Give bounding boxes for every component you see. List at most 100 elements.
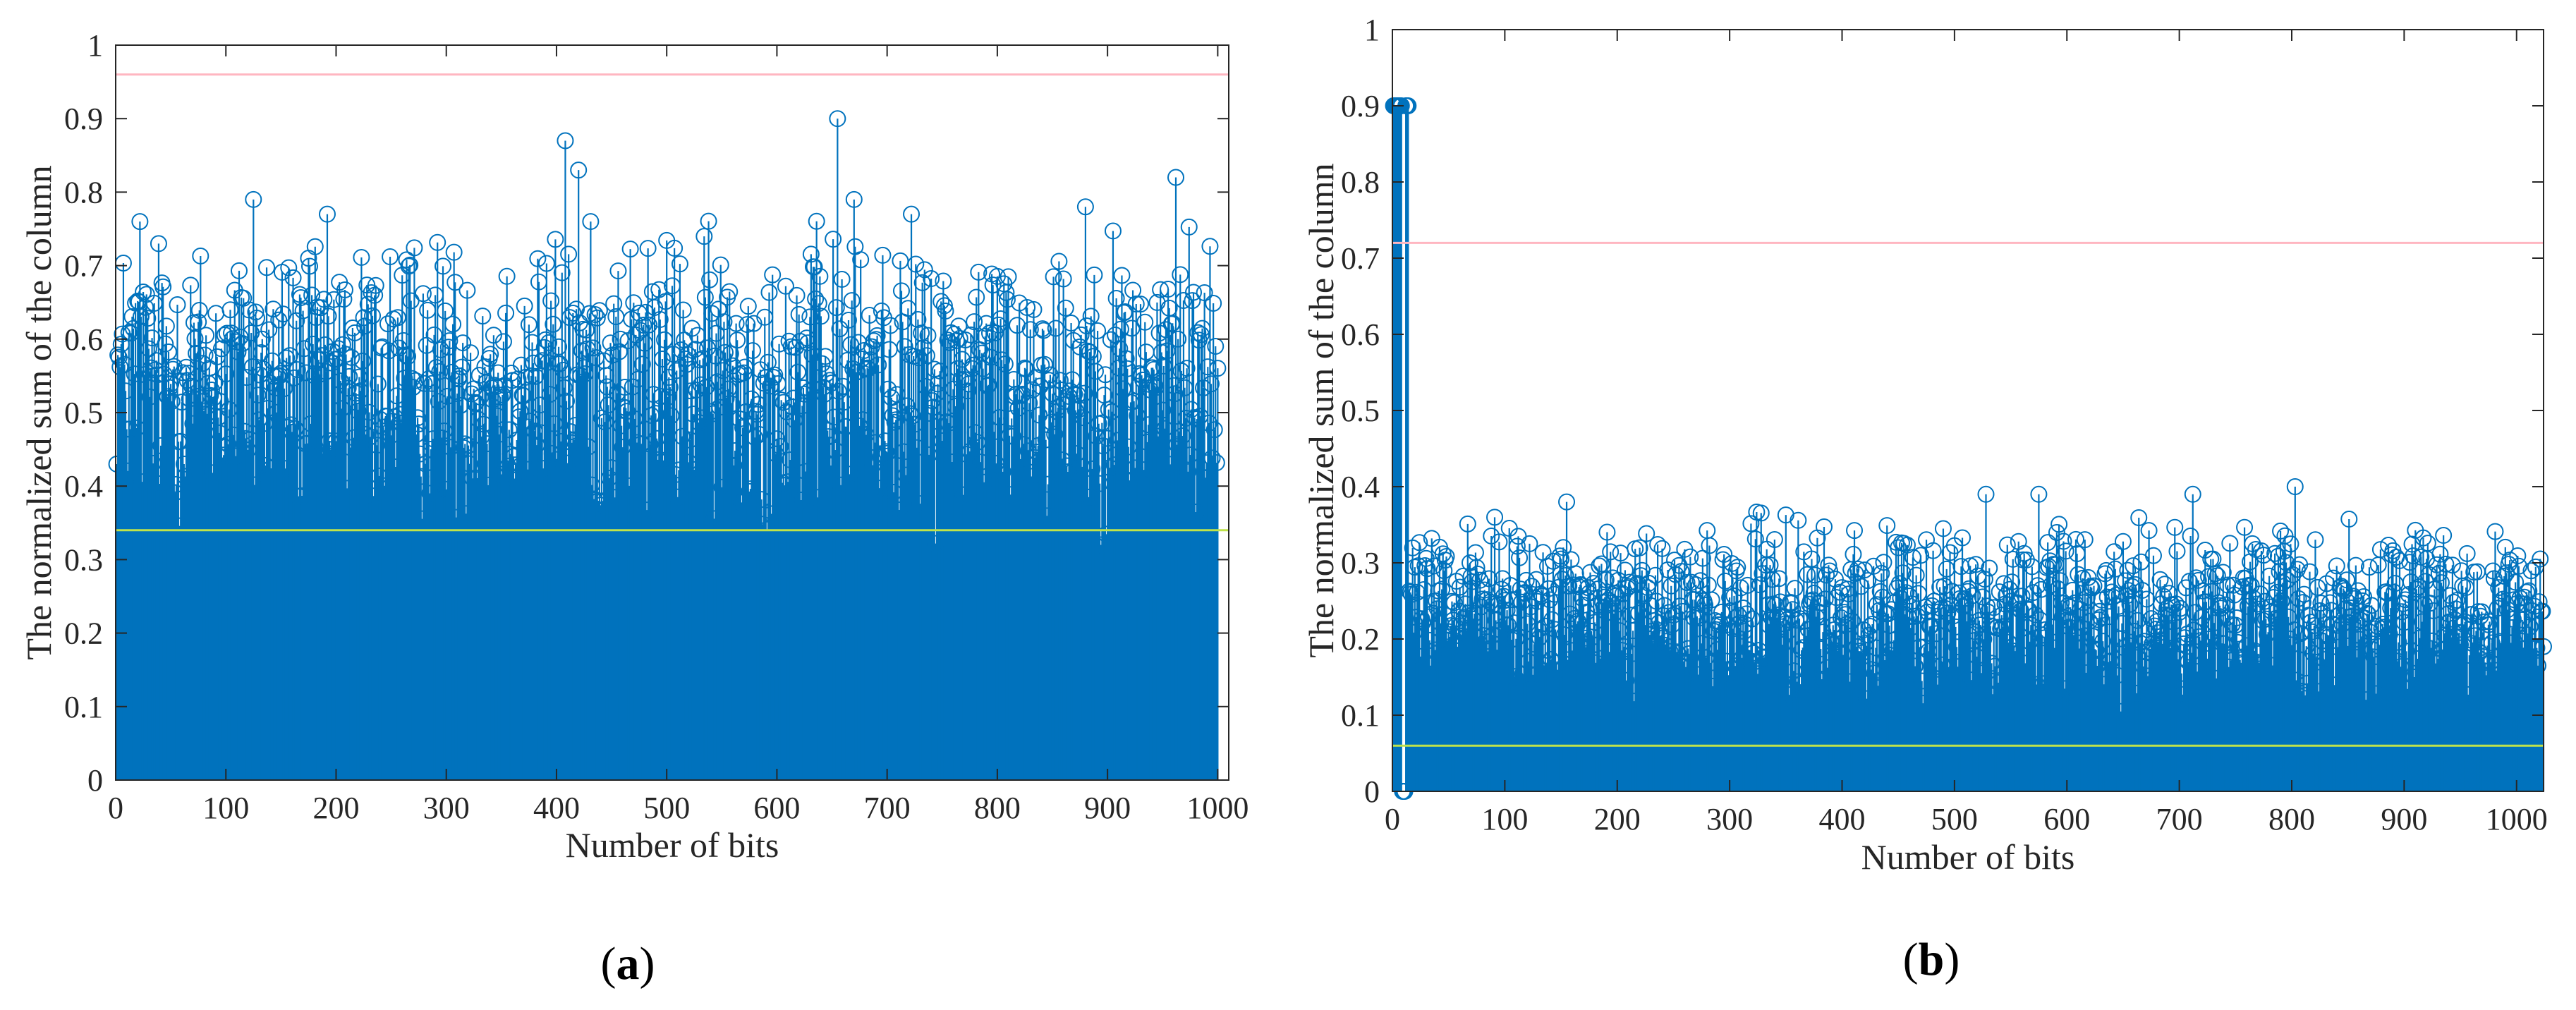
stem-marker [991,408,1009,426]
stem-marker [145,295,163,312]
stem-marker [839,351,856,369]
stem-marker [1799,566,1816,583]
stem-marker [310,351,327,369]
stem-marker [1608,595,1626,613]
stem-marker [1511,549,1529,566]
stem-marker [457,505,475,523]
stem-marker [756,308,774,326]
stem-marker [1623,645,1641,662]
stem-marker [1652,627,1670,645]
stem-marker [284,269,302,286]
x-tick-label: 300 [423,791,470,825]
stem-marker [2216,635,2233,652]
stem-marker [2341,608,2359,626]
stem-marker [151,475,169,492]
stem-marker [1649,535,1667,553]
stem-marker [2125,623,2143,640]
stem-marker [477,374,494,391]
stem-marker [545,315,562,333]
stem-marker [1813,671,1830,688]
stem-marker [1193,320,1211,337]
stem-marker [932,293,950,310]
stem-marker [662,407,680,425]
stem-marker [539,353,557,371]
stem-marker [2528,639,2546,657]
stem-marker [1597,571,1615,589]
stem-marker [1890,575,1908,592]
stem-marker [132,308,150,325]
panel-b-caption-letter: b [1919,934,1945,985]
stem-marker [1811,594,1828,612]
panel-a-y-ticks: 0 0.1 0.2 0.3 0.4 0.5 0.6 0.7 0.8 0.9 1 [64,28,1229,798]
stem-marker [668,362,686,379]
stem-marker [2479,637,2496,655]
stem-marker [2015,544,2033,562]
stem-marker [171,517,188,535]
stem-marker [1553,550,1570,568]
stem-marker [1979,603,1997,621]
stem-marker [918,347,935,365]
x-tick-label: 800 [974,791,1021,825]
stem-marker [2248,595,2266,613]
stem-marker [1636,616,1654,634]
stem-marker [1680,645,1698,662]
stem-marker [1735,623,1753,640]
stem-marker [2060,619,2078,636]
stem-marker [427,358,445,376]
stem-marker [1828,589,1845,607]
stem-marker [839,311,857,329]
stem-marker [1126,459,1144,477]
stem-marker [2089,611,2107,628]
stem-marker [760,284,778,301]
stem-marker [2288,671,2305,689]
stem-marker [431,363,449,380]
stem-marker [2530,593,2548,611]
stem-marker [444,315,462,333]
stem-marker [543,444,561,462]
stem-marker [2079,568,2097,586]
stem-marker [163,392,181,410]
stem-marker [369,375,387,393]
stem-marker [1166,385,1184,403]
stem-marker [1203,375,1220,393]
stem-marker [2290,590,2307,607]
stem-marker [445,243,463,261]
stem-marker [855,342,873,360]
stem-marker [173,394,190,411]
stem-marker [2521,618,2539,635]
stem-marker [135,366,153,384]
stem-marker [2448,592,2466,609]
stem-marker [178,372,196,389]
stem-marker [488,407,506,425]
stem-marker [278,349,296,367]
stem-marker [528,437,545,454]
stem-marker [1178,360,1196,377]
stem-marker [530,273,547,291]
stem-marker [702,403,719,420]
stem-marker [470,410,487,428]
stem-marker [625,294,643,312]
stem-marker [899,300,917,317]
stem-marker [2481,613,2498,631]
stem-marker [537,331,554,348]
stem-marker [288,312,305,329]
stem-marker [2148,613,2165,631]
stem-marker [746,429,764,446]
stem-marker [1400,583,1418,600]
stem-marker [686,461,703,478]
stem-marker [280,259,298,276]
stem-marker [1703,591,1720,609]
stem-marker [152,437,170,454]
stem-marker [827,299,845,317]
stem-marker [1086,266,1103,284]
stem-marker [2483,634,2501,652]
stem-marker [2394,595,2412,612]
stem-marker [472,388,490,406]
stem-marker [822,457,839,475]
x-tick-label: 1000 [1186,791,1248,825]
stem-marker [576,359,593,377]
x-tick-label: 700 [2156,802,2203,836]
stem-marker [766,366,784,384]
stem-marker [621,477,638,494]
stem-marker [970,263,988,281]
